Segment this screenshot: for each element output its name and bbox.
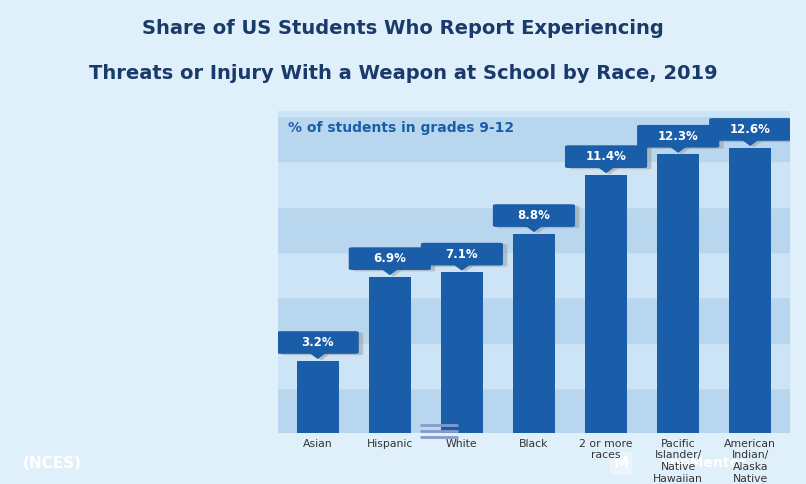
- FancyBboxPatch shape: [709, 118, 791, 141]
- Polygon shape: [384, 270, 402, 276]
- Polygon shape: [453, 264, 471, 271]
- FancyBboxPatch shape: [425, 244, 507, 267]
- FancyBboxPatch shape: [637, 125, 719, 148]
- Polygon shape: [673, 148, 691, 154]
- Polygon shape: [457, 266, 474, 272]
- Bar: [729, 148, 771, 433]
- Bar: [278, 161, 790, 207]
- FancyBboxPatch shape: [642, 126, 724, 149]
- Polygon shape: [309, 353, 326, 359]
- FancyBboxPatch shape: [497, 206, 580, 228]
- Polygon shape: [742, 140, 759, 146]
- Polygon shape: [597, 167, 615, 173]
- Polygon shape: [381, 269, 398, 275]
- FancyBboxPatch shape: [493, 204, 575, 227]
- Text: 7.1%: 7.1%: [446, 248, 478, 260]
- FancyBboxPatch shape: [353, 249, 435, 272]
- Polygon shape: [601, 168, 618, 175]
- Text: Share of US Students Who Report Experiencing: Share of US Students Who Report Experien…: [142, 19, 664, 38]
- Bar: [278, 71, 790, 116]
- FancyBboxPatch shape: [276, 331, 359, 354]
- Polygon shape: [526, 226, 542, 232]
- Text: 3.2%: 3.2%: [301, 336, 334, 349]
- Text: 11.4%: 11.4%: [586, 150, 626, 163]
- Text: M: M: [613, 456, 629, 471]
- FancyBboxPatch shape: [713, 120, 796, 142]
- Polygon shape: [746, 141, 762, 147]
- Polygon shape: [529, 227, 546, 233]
- Text: (NCES): (NCES): [23, 456, 82, 471]
- Bar: [657, 154, 699, 433]
- Text: 12.3%: 12.3%: [658, 130, 699, 143]
- Bar: [297, 361, 339, 433]
- FancyBboxPatch shape: [569, 147, 651, 169]
- FancyBboxPatch shape: [349, 247, 431, 270]
- Text: 6.9%: 6.9%: [373, 252, 406, 265]
- Bar: [513, 234, 555, 433]
- FancyBboxPatch shape: [421, 243, 503, 265]
- Text: 8.8%: 8.8%: [517, 209, 550, 222]
- Bar: [278, 252, 790, 297]
- Text: vpnMentor: vpnMentor: [662, 456, 747, 470]
- Bar: [278, 207, 790, 252]
- Bar: [278, 116, 790, 161]
- Bar: [369, 277, 411, 433]
- Bar: [278, 388, 790, 433]
- Text: 12.6%: 12.6%: [729, 123, 771, 136]
- FancyBboxPatch shape: [281, 333, 364, 355]
- Polygon shape: [313, 354, 330, 361]
- Bar: [278, 343, 790, 388]
- Bar: [441, 272, 483, 433]
- FancyBboxPatch shape: [565, 145, 647, 168]
- Polygon shape: [670, 147, 687, 153]
- Text: % of students in grades 9-12: % of students in grades 9-12: [289, 121, 514, 135]
- Text: Threats or Injury With a Weapon at School by Race, 2019: Threats or Injury With a Weapon at Schoo…: [89, 64, 717, 83]
- Bar: [585, 175, 627, 433]
- Bar: [278, 297, 790, 343]
